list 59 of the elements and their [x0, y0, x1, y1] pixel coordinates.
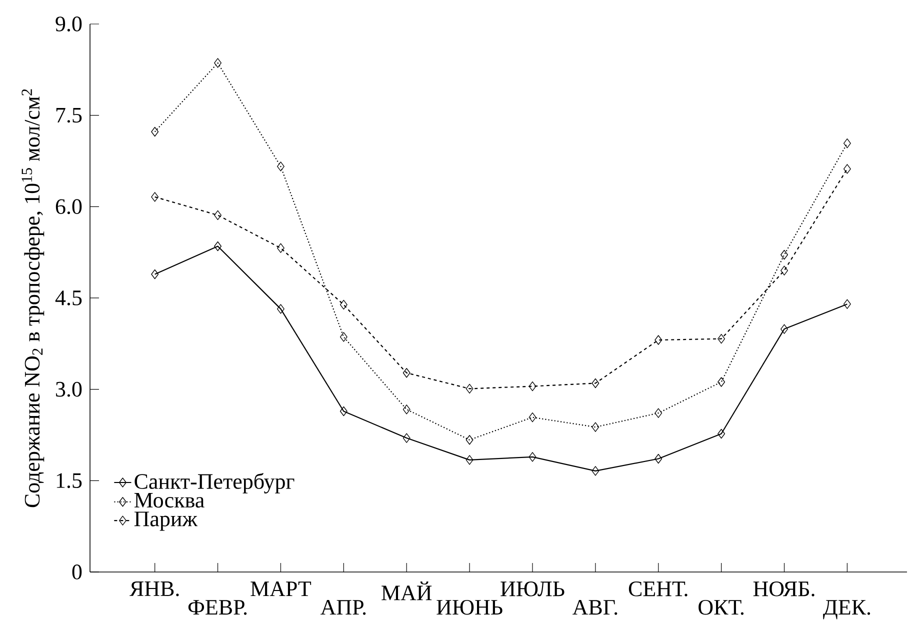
y-tick-label: 7.5: [56, 108, 82, 123]
point: [214, 58, 222, 68]
point: [780, 250, 788, 260]
point: [151, 192, 159, 202]
point: [780, 266, 788, 276]
point: [654, 335, 662, 345]
y-tick-label: 0: [72, 564, 82, 580]
y-axis-title: Содержание NO$_{2}$ в тропосфере, 10$^{15}$ мол/см$^{2}$: [22, 89, 44, 508]
x-tick-label: НОЯБ.: [753, 582, 814, 596]
point: [276, 243, 284, 253]
y-tick-label: 4.5: [55, 290, 82, 306]
point: [718, 428, 726, 439]
point: [276, 162, 284, 172]
point: [528, 452, 536, 462]
legend-label: Москва: [134, 493, 204, 508]
point: [843, 138, 851, 148]
x-tick-label: МАЙ: [382, 582, 432, 600]
x-tick-label: ИЮЛЬ: [500, 582, 564, 596]
point: [151, 126, 159, 137]
point: [780, 324, 788, 334]
point: [592, 466, 600, 476]
x-tick-label: ДЕК.: [823, 600, 870, 620]
point: [402, 433, 410, 443]
x-tick-label: ИЮНЬ: [436, 600, 502, 615]
y-tick-label: 9.0: [56, 16, 82, 32]
legend-label: Париж: [134, 512, 198, 531]
point: [528, 412, 536, 422]
x-tick-label: ОКТ.: [698, 600, 744, 615]
point: [340, 300, 348, 310]
point: [340, 332, 348, 342]
point: [466, 384, 474, 394]
point: [276, 304, 284, 314]
point: [718, 377, 726, 387]
point: [151, 269, 159, 280]
point: [466, 435, 474, 445]
point: [843, 164, 851, 174]
y-tick-label: 1.5: [56, 473, 82, 488]
y-tick-label: 6.0: [56, 199, 82, 214]
x-tick-label: АПР.: [320, 600, 366, 615]
point: [402, 404, 410, 414]
x-tick-label: МАРТ: [250, 582, 312, 596]
point: [214, 241, 222, 252]
point: [466, 455, 474, 465]
point: [592, 378, 600, 388]
legend-label: Санкт-Петербург: [134, 472, 294, 494]
point: [654, 454, 662, 464]
y-tick-label: 3.0: [56, 382, 82, 397]
x-tick-label: ЯНВ.: [130, 582, 179, 596]
x-tick-label: СЕНТ.: [628, 582, 688, 596]
point: [654, 408, 662, 418]
point: [592, 422, 600, 432]
point: [843, 299, 851, 309]
point: [214, 210, 222, 220]
point: [402, 368, 410, 378]
point: [528, 381, 536, 392]
point: [718, 334, 726, 344]
point: [340, 406, 348, 416]
x-tick-label: ФЕВР.: [188, 600, 247, 615]
x-tick-label: АВГ.: [572, 600, 618, 615]
